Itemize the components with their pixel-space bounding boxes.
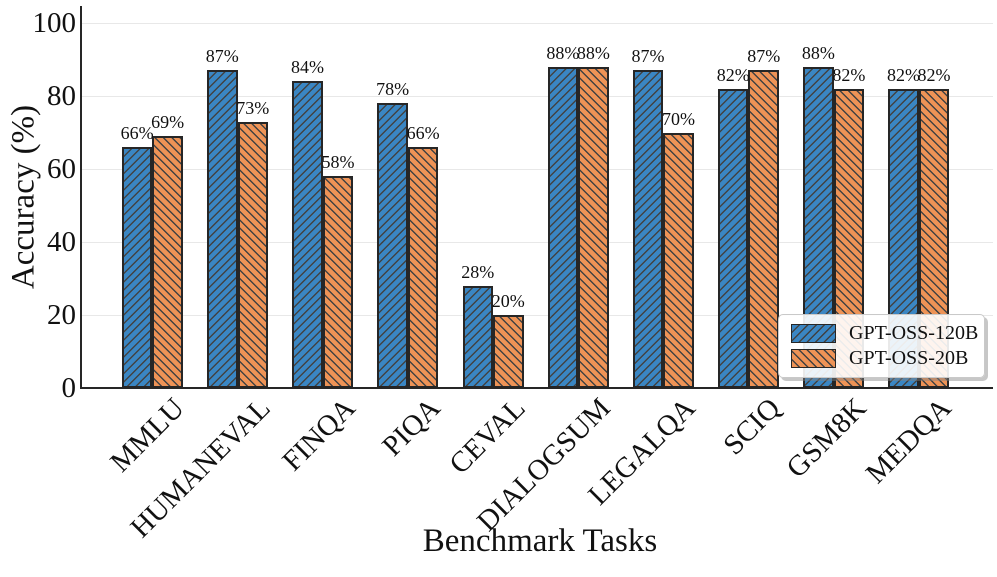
x-axis-title: Benchmark Tasks: [422, 523, 658, 559]
bar-value-label: 88%: [801, 42, 835, 63]
legend-item: GPT-OSS-20B: [791, 348, 976, 369]
bar: [407, 147, 439, 388]
bar-value-label: 69%: [151, 112, 185, 133]
bar: [632, 70, 664, 388]
y-tick-label: 40: [47, 226, 76, 258]
gridline: [82, 22, 993, 24]
gridline: [82, 168, 993, 170]
bar-value-label: 88%: [576, 42, 610, 63]
x-tick-label: FINQA: [276, 392, 362, 478]
bar-value-label: 82%: [917, 64, 951, 85]
bar: [292, 81, 323, 388]
bar-value-label: 66%: [120, 123, 154, 144]
bar-value-label: 82%: [832, 64, 866, 85]
legend-swatch-orange-hatch-icon: [791, 349, 836, 368]
y-tick-label: 100: [32, 7, 77, 39]
bar: [152, 136, 183, 388]
y-tick-label: 80: [47, 80, 76, 112]
bar-value-label: 82%: [716, 64, 750, 85]
y-axis-spine: [80, 6, 82, 389]
bar: [207, 70, 238, 388]
bar: [121, 147, 153, 388]
legend-item: GPT-OSS-120B: [791, 322, 979, 344]
bar-value-label: 73%: [236, 97, 270, 118]
x-tick-label: MEDQA: [859, 392, 958, 490]
bar-value-label: 66%: [406, 123, 440, 144]
x-tick-label: PIQA: [375, 392, 447, 463]
legend: GPT-OSS-120B GPT-OSS-20B: [778, 314, 985, 378]
bar-value-label: 87%: [631, 46, 665, 67]
bar: [462, 285, 493, 388]
legend-label: GPT-OSS-20B: [849, 347, 969, 369]
bar-value-label: 70%: [662, 108, 696, 129]
bar: [322, 176, 354, 388]
bar-value-label: 20%: [491, 291, 525, 311]
bar: [237, 121, 269, 388]
y-axis-title: Accuracy (%): [5, 104, 42, 290]
bar: [717, 88, 749, 388]
gridline: [82, 95, 993, 97]
bar-value-label: 88%: [546, 42, 580, 63]
legend-label: GPT-OSS-120B: [849, 322, 979, 344]
bar-value-label: 58%: [321, 152, 355, 173]
bar-value-label: 78%: [376, 79, 410, 100]
gridline: [82, 314, 993, 316]
x-axis-spine: [80, 387, 993, 389]
bar: [578, 66, 609, 388]
bar-value-label: 28%: [461, 261, 495, 282]
bar: [493, 315, 524, 388]
x-tick-label: GSM8K: [780, 392, 873, 485]
y-tick-label: 20: [47, 299, 76, 331]
legend-swatch-blue-hatch-icon: [791, 324, 836, 343]
bar: [547, 66, 579, 388]
bar-value-label: 82%: [887, 64, 920, 85]
bar: [377, 103, 408, 388]
bar-value-label: 87%: [205, 46, 239, 67]
bar-value-label: 87%: [747, 46, 781, 67]
x-tick-label: SCIQ: [717, 392, 788, 462]
bar: [663, 132, 694, 388]
bar: [748, 70, 779, 388]
gridline: [82, 241, 993, 243]
y-tick-label: 0: [61, 372, 77, 404]
bar-value-label: 84%: [290, 57, 324, 78]
y-tick-label: 60: [47, 153, 76, 185]
